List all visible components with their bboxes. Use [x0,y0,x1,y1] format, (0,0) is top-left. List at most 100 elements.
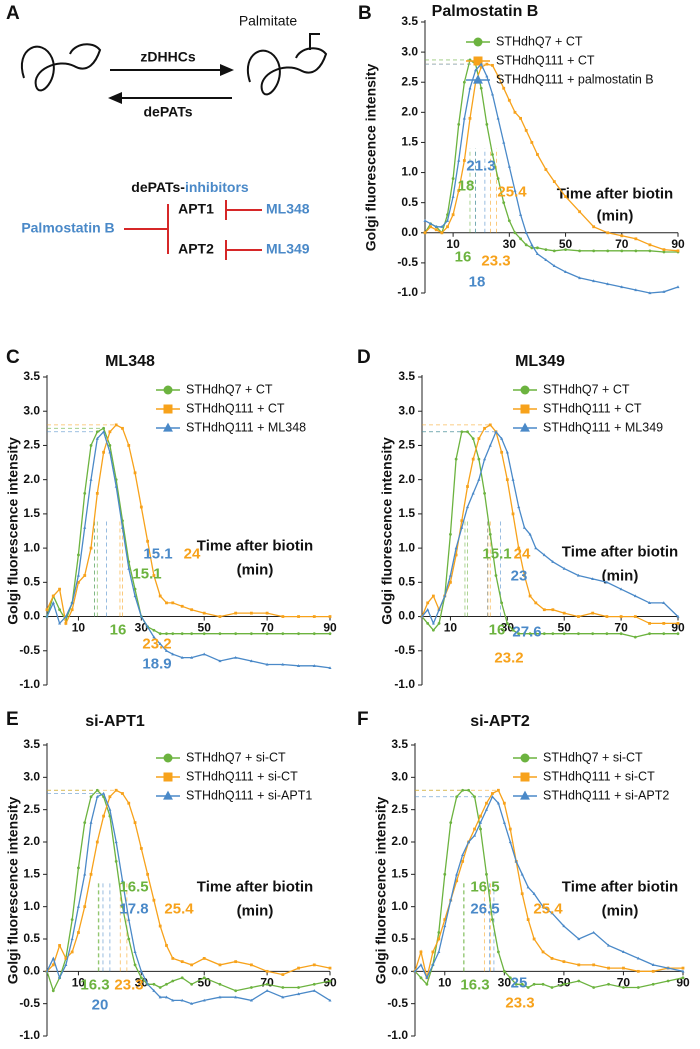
y-tick-label: 2.5 [23,802,40,816]
marker [413,969,417,973]
marker [474,68,478,72]
marker [202,611,206,615]
marker [83,574,87,577]
marker [190,632,194,636]
marker [218,982,222,986]
y-tick-label: 2.5 [391,802,408,816]
x-axis-label: (min) [602,902,639,919]
marker [485,801,488,805]
chart-title: si-APT2 [470,713,530,730]
marker [619,632,623,636]
marker [133,471,137,475]
marker [473,833,477,837]
marker [676,285,680,289]
marker [488,423,492,427]
marker [514,859,518,863]
marker [507,219,511,223]
series-line [414,789,683,978]
marker [58,608,61,612]
marker [483,491,486,495]
marker [488,443,492,447]
marker [443,594,447,598]
series-line [46,427,330,635]
y-tick-label: 3.5 [23,737,40,751]
marker [462,116,466,120]
marker [485,122,489,126]
marker [524,231,528,234]
y-tick-label: 3.0 [23,770,40,784]
marker [89,795,93,799]
marker [431,963,435,966]
marker [234,632,238,636]
marker [483,426,486,430]
x-tick-label: 90 [323,621,337,635]
marker [508,840,512,844]
marker [662,622,666,625]
y-axis-label: Golgi fluorescence intensity [373,797,389,985]
marker [605,615,609,618]
marker [468,116,472,120]
x-tick-label: 70 [260,621,274,635]
pan-inhibitor: Palmostatin B [21,220,114,236]
inhibitors-title-part: inhibitors [185,179,249,195]
x-tick-label: 10 [446,237,460,251]
panel-a: A Palmitate zDHHCs dePATs dePATs-inhibit… [6,3,328,260]
marker [165,601,168,605]
marker [648,632,651,636]
marker [676,614,680,618]
annotation: 27.6 [512,624,541,641]
marker [77,580,80,584]
marker [562,960,566,964]
marker [312,632,316,636]
palmitate-label: Palmitate [239,13,298,29]
marker [45,614,49,618]
marker [249,611,253,615]
marker [218,632,222,636]
marker [460,525,464,529]
marker [164,995,169,999]
marker [508,976,512,980]
marker [108,444,112,447]
marker [468,86,472,90]
marker [127,801,131,805]
marker [620,285,624,289]
y-tick-label: 1.5 [391,867,408,881]
marker [552,180,556,183]
marker [446,225,449,229]
marker [265,632,269,636]
marker [281,995,285,999]
marker [202,976,206,980]
marker [114,860,118,863]
marker [526,918,530,921]
annotation: 16 [110,622,127,639]
marker [578,249,582,253]
marker [479,814,482,818]
marker [479,65,483,69]
y-tick-label: -1.0 [394,677,415,691]
marker [234,611,238,615]
marker [171,998,175,1002]
marker [234,989,238,993]
x-tick-label: 70 [260,976,274,990]
marker [514,982,518,986]
series-line [46,789,331,976]
legend-label: STHdhQ7 + CT [543,382,630,396]
x-tick-label: 70 [617,976,631,990]
marker [520,422,530,432]
marker [152,898,156,902]
y-axis-label: Golgi fluorescence intensity [5,437,21,625]
marker [95,795,99,798]
marker [494,574,498,577]
y-tick-label: 0.5 [391,931,408,945]
legend-label: STHdhQ111 + palmostatin B [496,72,654,86]
marker [190,608,194,612]
marker [605,580,609,584]
series-line [414,789,684,989]
marker [662,601,666,604]
marker [249,632,253,636]
marker [127,937,131,941]
marker [519,213,523,216]
marker [511,512,515,516]
marker [281,662,285,666]
marker [651,982,655,986]
